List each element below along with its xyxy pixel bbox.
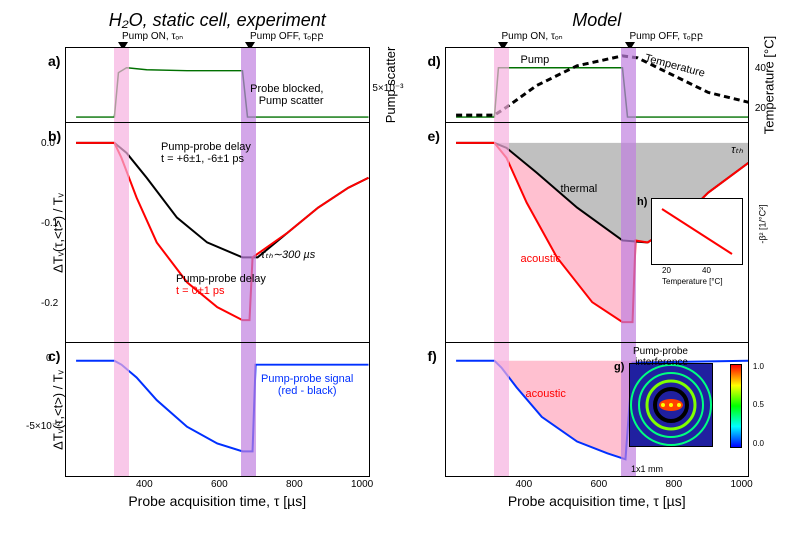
xtick1: 600 [211,479,228,490]
chart-c [66,343,369,476]
diffraction-pattern [630,364,712,446]
band-pink-b [114,123,129,342]
chart-a [66,48,369,122]
panel-a: a) Probe blocked, Pump scatter 5×10⁻³ Pu… [65,47,370,122]
ytick-d1: 40 [755,63,766,74]
panel-f: f) acoustic g) [445,342,750,477]
band-pink-a [114,48,129,122]
band-purple-b [241,123,256,342]
chart-b [66,123,369,342]
xtick1r: 600 [591,479,608,490]
xtick3r: 1000 [731,479,753,490]
xtick0: 400 [136,479,153,490]
band-pink-f [494,343,509,476]
panel-b: b) ΔTᵥ(τ,<t>) / Tᵥ 0.0 -0.1 -0.2 Pump-pr… [65,122,370,342]
band-pink-c [114,343,129,476]
right-title: Model [445,10,750,31]
ytick-b1: -0.1 [41,218,58,229]
ylabel-d: Temperature [°C] [761,36,776,134]
band-pink-e [494,123,509,342]
band-pink-d [494,48,509,122]
ytick-c1: -5×10⁻² [26,421,60,432]
xtick-h0: 20 [662,266,671,275]
band-purple-e [621,123,636,342]
inset-h: h) -β² [1/°C²] 20 40 Temperature [°C] [651,198,743,265]
xtick2r: 800 [666,479,683,490]
panel-c: c) ΔTᵥ(τ,<t>) / Tᵥ 0 -5×10⁻² Pump-probe … [65,342,370,477]
xlabel-right: Probe acquisition time, τ [µs] [445,493,750,509]
inset-g: g) 1.0 0.5 0.0 [629,363,713,447]
panel-f-label: f) [428,348,437,364]
chart-d [446,48,749,122]
panel-d: d) Pump Temperature Temperature [°C] 20 … [445,47,750,122]
ylabel-h: -β² [1/°C²] [757,204,767,243]
xlabel-h: Temperature [°C] [662,277,723,286]
colorbar [730,364,742,448]
ytick-b0: 0.0 [41,138,55,149]
xlabel-left: Probe acquisition time, τ [µs] [65,493,370,509]
xtick-h1: 40 [702,266,711,275]
pump-on-label: Pump ON, τₒₙ [122,31,183,42]
ytick-d0: 20 [755,103,766,114]
pump-on-label-r: Pump ON, τₒₙ [502,31,563,42]
ytick-c0: 0 [46,353,52,364]
ylabel-c: ΔTᵥ(τ,<t>) / Tᵥ [50,370,65,450]
xtick2: 800 [286,479,303,490]
band-purple-d [621,48,636,122]
xtick0r: 400 [516,479,533,490]
xtick3: 1000 [351,479,373,490]
panel-e: e) thermal acoustic τₜₕ h) -β² [1/°C²] 2… [445,122,750,342]
panel-a-label: a) [48,53,60,69]
ylabel-b: ΔTᵥ(τ,<t>) / Tᵥ [50,193,65,273]
panel-d-label: d) [428,53,441,69]
chart-h [652,199,742,264]
pump-off-label-r: Pump OFF, τₒբբ [630,31,704,42]
ylabel-a: Pump scatter [383,47,398,124]
band-purple-a [241,48,256,122]
pump-off-label: Pump OFF, τₒբբ [250,31,324,42]
band-purple-c [241,343,256,476]
ytick-b2: -0.2 [41,298,58,309]
left-title: H₂O, static cell, experiment [65,10,370,31]
panel-e-label: e) [428,128,440,144]
